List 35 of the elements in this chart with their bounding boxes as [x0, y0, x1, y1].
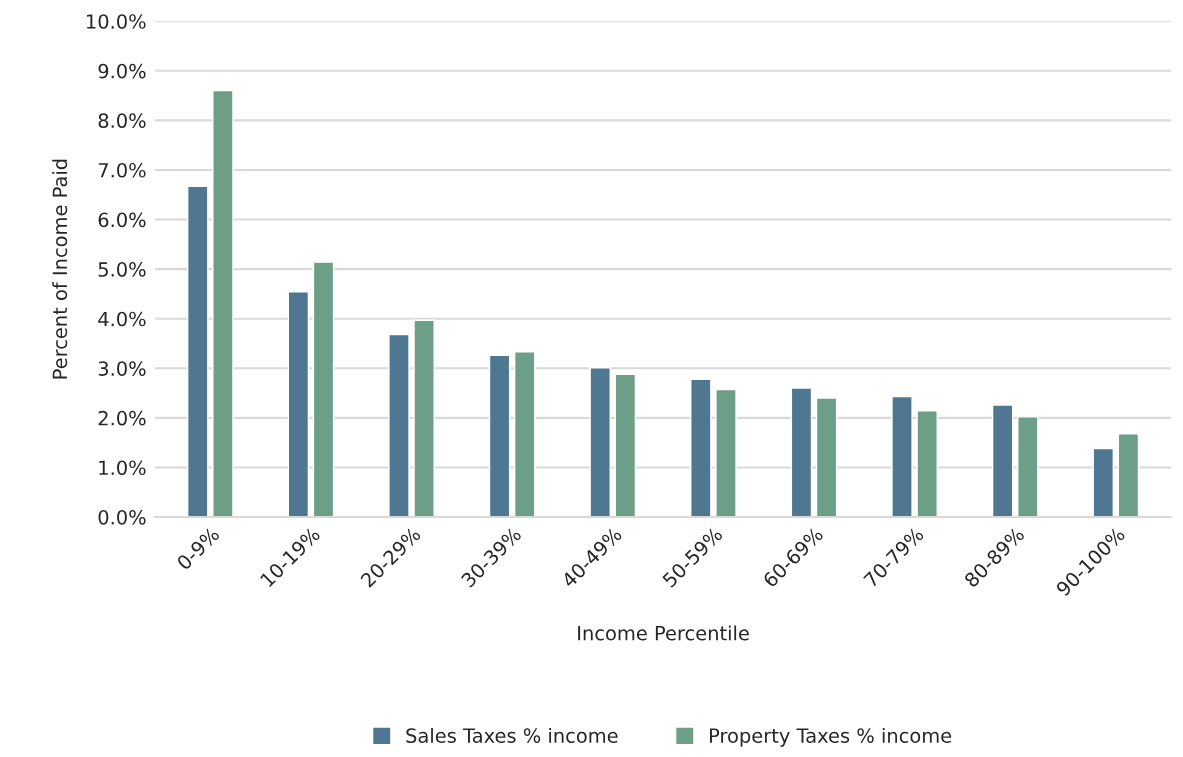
bar	[312, 261, 335, 518]
bar	[891, 395, 913, 518]
y-tick-label: 6.0%	[98, 212, 146, 228]
bar	[1092, 447, 1115, 518]
y-tick-label: 3.0%	[98, 361, 146, 376]
bar	[388, 333, 410, 518]
bar	[614, 373, 637, 518]
y-tick-label: 2.0%	[98, 410, 146, 426]
y-tick-label: 9.0%	[98, 63, 146, 79]
y-tick-label: 10.0%	[87, 14, 146, 29]
legend-label: Sales Taxes % income	[406, 727, 618, 743]
bar	[589, 367, 611, 518]
bar	[715, 388, 737, 518]
y-tick-label: 8.0%	[98, 113, 146, 129]
bar	[815, 397, 838, 518]
y-tick-label: 1.0%	[99, 460, 146, 476]
y-tick-label: 7.0%	[98, 162, 146, 178]
y-tick-label: 4.0%	[98, 311, 146, 327]
y-tick-label: 0.0%	[98, 509, 146, 525]
bar	[690, 378, 712, 518]
y-tick-label: 5.0%	[98, 262, 146, 277]
bar	[1017, 416, 1039, 518]
bar	[413, 319, 435, 518]
legend-label: Property Taxes % income	[710, 727, 952, 747]
bar	[212, 89, 234, 518]
bar	[488, 354, 511, 518]
bar	[991, 404, 1014, 518]
bar	[287, 291, 310, 518]
bar	[1117, 433, 1140, 518]
bar	[790, 387, 813, 518]
bar	[186, 185, 209, 518]
y-axis-title: Percent of Income Paid	[52, 159, 68, 379]
bar	[916, 410, 938, 518]
bar	[513, 351, 536, 518]
x-axis-title: Income Percentile	[578, 625, 749, 641]
